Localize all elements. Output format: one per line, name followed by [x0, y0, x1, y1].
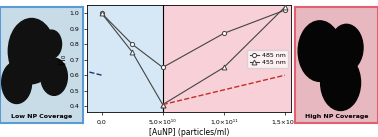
Y-axis label: I/I₀: I/I₀	[58, 53, 67, 65]
Circle shape	[321, 55, 361, 110]
Circle shape	[330, 24, 363, 71]
485 nm	[130, 43, 135, 45]
Text: High NP Coverage: High NP Coverage	[305, 114, 368, 119]
Circle shape	[42, 30, 62, 58]
Bar	[87, 5, 163, 112]
Circle shape	[41, 58, 67, 95]
X-axis label: [AuNP] (particles/ml): [AuNP] (particles/ml)	[149, 128, 229, 137]
Bar	[163, 5, 291, 112]
Legend: 485 nm, 455 nm: 485 nm, 455 nm	[247, 50, 288, 68]
485 nm	[160, 67, 165, 68]
455 nm	[99, 12, 104, 14]
Circle shape	[2, 62, 32, 104]
Line: 455 nm: 455 nm	[99, 11, 165, 107]
Line: 485 nm: 485 nm	[99, 11, 165, 69]
Text: Low NP Coverage: Low NP Coverage	[11, 114, 72, 119]
485 nm	[99, 12, 104, 14]
455 nm	[130, 51, 135, 53]
Circle shape	[8, 18, 55, 84]
Circle shape	[298, 21, 341, 81]
455 nm	[160, 104, 165, 105]
